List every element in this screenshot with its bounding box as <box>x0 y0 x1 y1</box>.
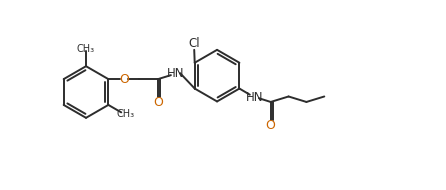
Text: CH₃: CH₃ <box>117 109 135 119</box>
Text: O: O <box>119 73 129 86</box>
Text: O: O <box>153 97 163 109</box>
Text: O: O <box>266 119 276 132</box>
Text: HN: HN <box>246 91 263 104</box>
Text: HN: HN <box>167 67 184 80</box>
Text: Cl: Cl <box>188 37 199 50</box>
Text: CH₃: CH₃ <box>77 44 95 54</box>
